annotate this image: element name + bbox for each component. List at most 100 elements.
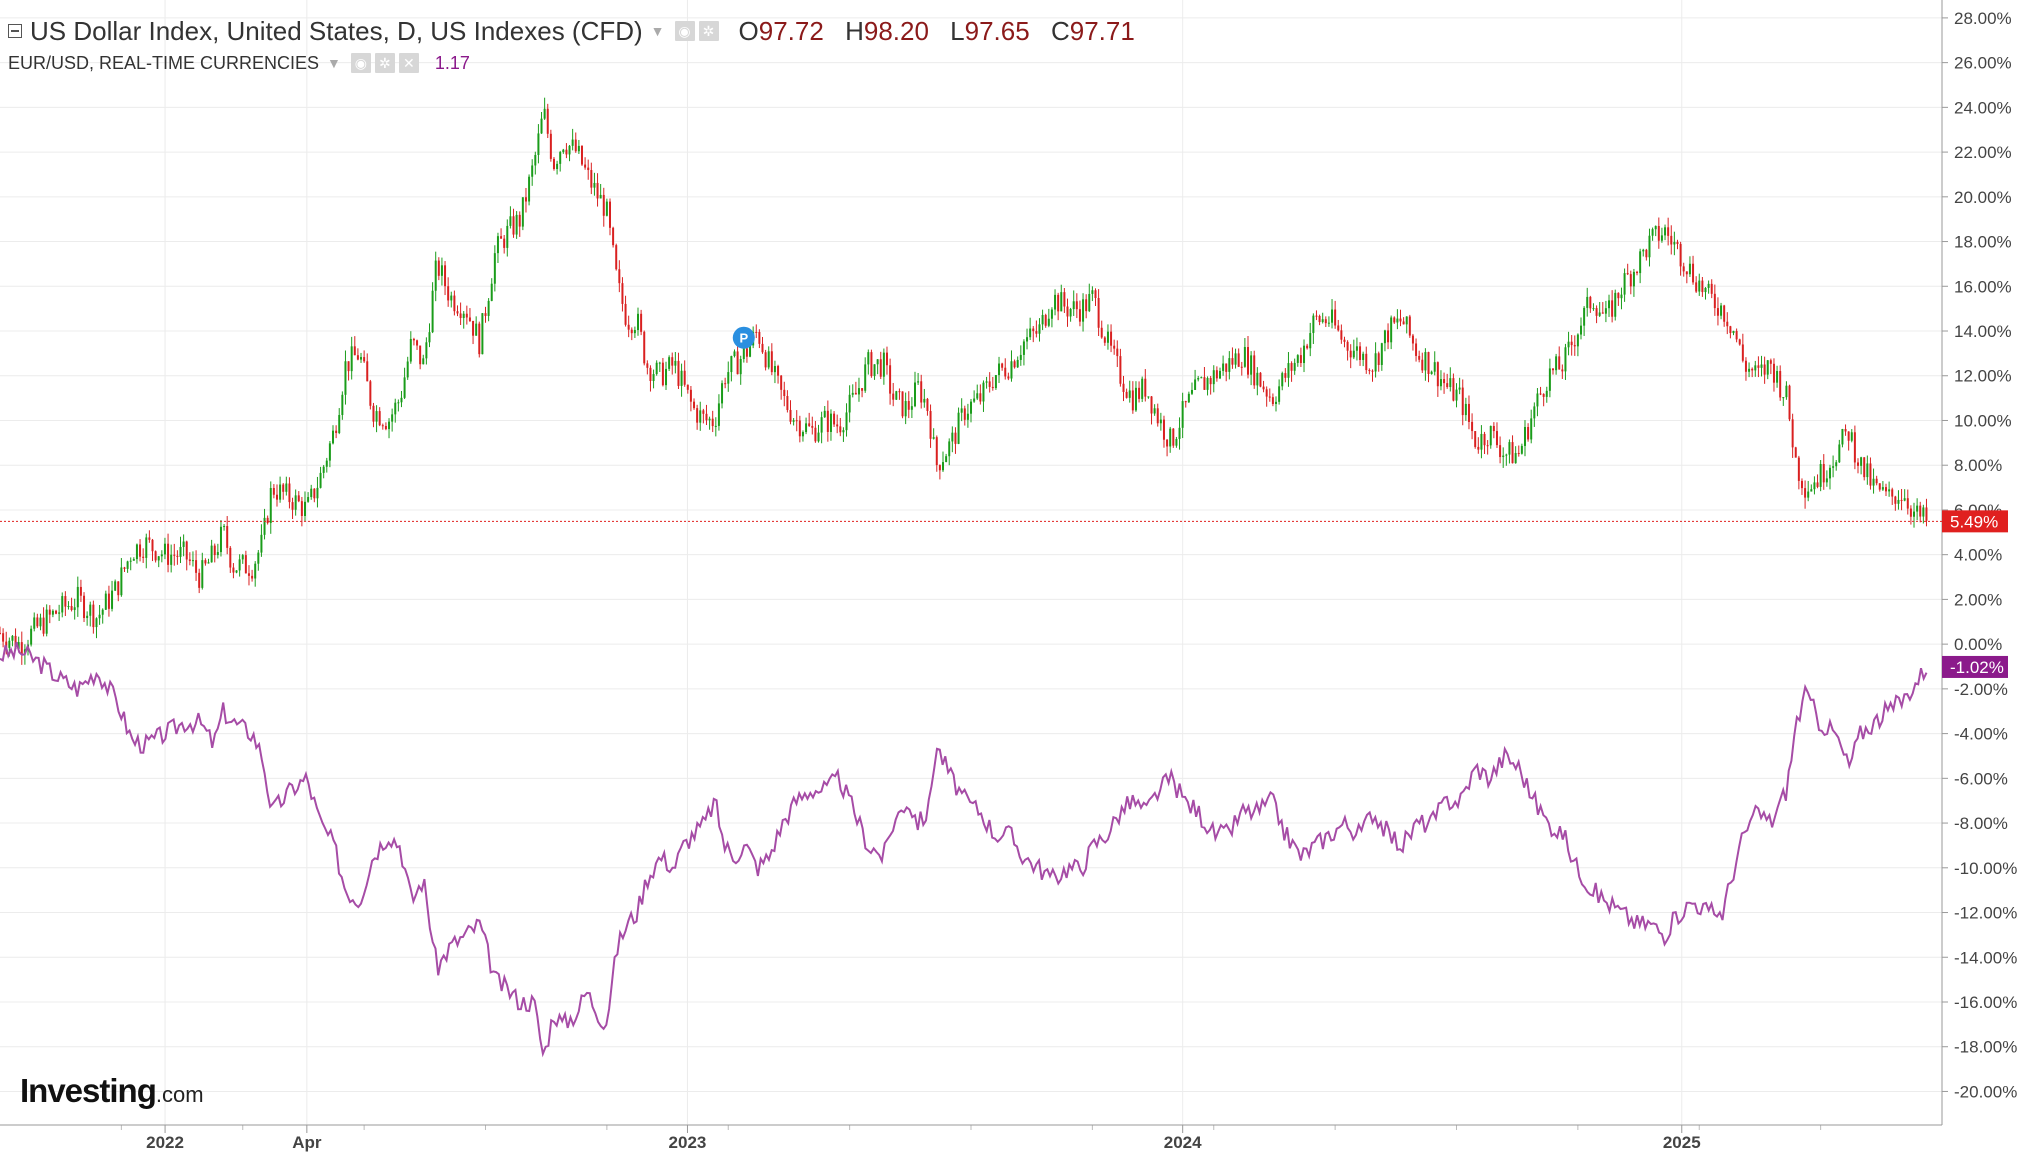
candle-body [1819,464,1822,487]
candle-body [1611,300,1614,317]
candle-body [412,338,415,341]
candle-body [833,413,836,425]
candle-body [842,430,845,433]
candle-body [696,408,699,423]
candle-body [1125,391,1128,398]
candle-body [1545,390,1548,397]
candle-body [2,633,5,642]
candle-body [861,388,864,391]
candle-body [1558,356,1561,370]
candle-body [568,145,571,155]
candle-body [1913,511,1916,517]
candle-body [518,214,521,227]
candle-body [1573,345,1576,347]
eye-icon[interactable]: ◉ [674,21,695,41]
candle-body [45,609,48,634]
candle-body [1455,389,1458,401]
candle-body [1523,427,1526,446]
candle-body [1860,457,1863,466]
candle-body [1486,445,1489,447]
ohlc-close-key: C [1050,15,1070,46]
candle-body [394,402,397,415]
candle-body [640,313,643,332]
last-value-label: -1.02% [1950,658,2004,677]
candle-body [241,555,244,560]
candle-body [1614,292,1617,317]
candle-body [780,375,783,390]
y-tick-label: 22.00% [1954,143,2012,162]
collapse-icon[interactable] [8,24,22,38]
candle-body [344,361,347,395]
y-tick-label: 2.00% [1954,590,2002,609]
candle-body [991,386,994,389]
candle-body [749,345,752,357]
candle-body [836,424,839,427]
main-series-dropdown-icon[interactable]: ▼ [650,23,665,39]
candle-body [938,465,941,471]
candle-body [1082,299,1085,322]
candle-body [811,425,814,428]
candle-body [917,381,920,383]
candle-body [1580,325,1583,335]
candle-body [1885,487,1888,492]
candle-body [397,402,400,404]
candle-body [792,420,795,422]
candle-body [1399,318,1402,322]
candle-body [1421,359,1424,371]
candle-body [1685,271,1688,275]
candle-body [1290,363,1293,371]
candle-body [160,554,163,557]
candle-body [1810,489,1813,492]
candle-body [484,313,487,316]
candle-body [1259,372,1262,387]
candle-body [1881,487,1884,490]
candle-body [1583,307,1586,326]
candle-body [546,108,549,134]
candle-body [1047,318,1050,326]
candle-body [714,425,717,427]
candle-body [683,370,686,385]
candle-body [1595,308,1598,316]
candle-body [702,410,705,414]
candle-body [111,590,114,609]
candle-body [310,488,313,498]
candle-body [213,545,216,556]
candle-body [677,360,680,386]
candle-body [391,414,394,422]
eye-icon[interactable]: ◉ [350,53,371,73]
logo-suffix: .com [155,1082,204,1107]
second-series-value: 1.17 [434,52,470,73]
candle-body [1909,508,1912,517]
candle-body [655,362,658,375]
candle-body [1172,428,1175,446]
candle-body [1760,364,1763,368]
second-series-dropdown-icon[interactable]: ▼ [327,55,341,71]
close-icon[interactable]: ✕ [398,53,419,73]
gear-icon[interactable]: ✲ [374,53,395,73]
gear-icon[interactable]: ✲ [698,21,719,41]
candle-body [699,410,702,423]
candle-body [1648,235,1651,258]
candle-body [453,295,456,312]
candle-body [1091,290,1094,294]
candle-body [1287,363,1290,378]
candle-body [1439,379,1442,387]
candle-body [1763,364,1766,375]
y-tick-label: 26.00% [1954,54,2012,73]
candle-body [736,351,739,375]
candle-body [795,420,798,422]
candle-body [1324,319,1327,324]
candle-body [388,421,391,430]
candle-body [1744,360,1747,372]
candle-body [1695,282,1698,292]
candle-body [1106,331,1109,343]
logo-brand: Investing [20,1072,157,1109]
candle-body [1785,385,1788,398]
candle-body [500,236,503,239]
candle-body [263,517,266,535]
candle-body [1293,362,1296,371]
candle-body [1692,263,1695,283]
y-tick-label: -16.00% [1954,993,2017,1012]
